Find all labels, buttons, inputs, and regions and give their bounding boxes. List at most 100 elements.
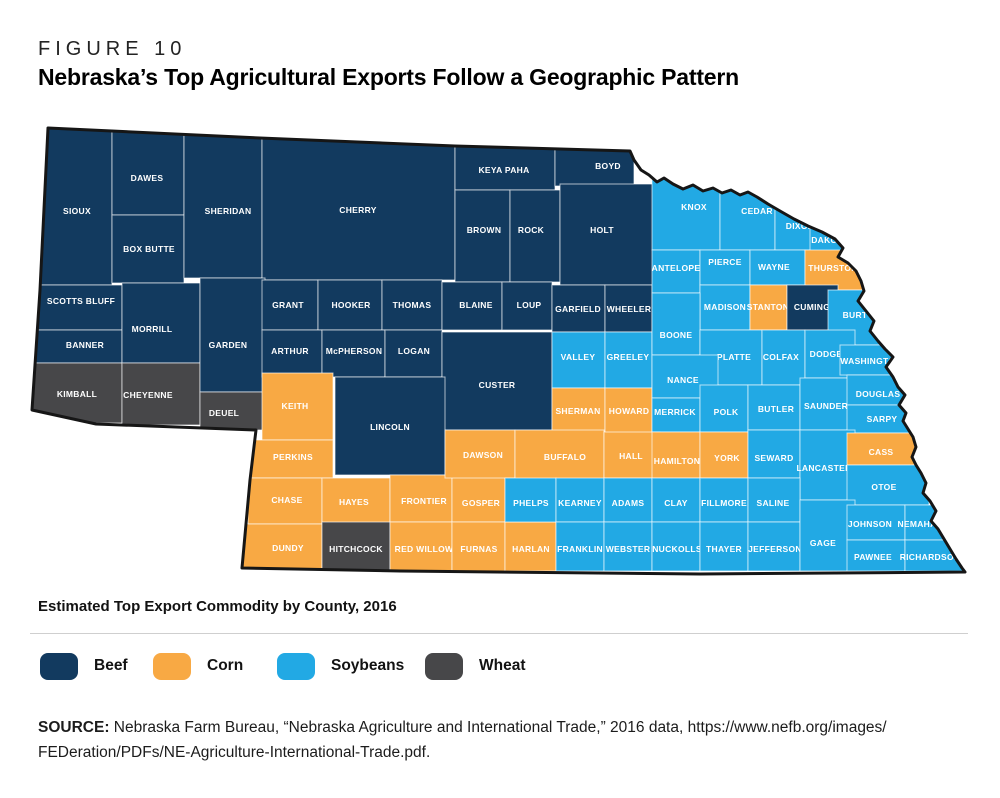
county-keith [261, 372, 334, 441]
county-richardson [904, 539, 965, 572]
county-blaine [441, 281, 503, 331]
county-hamilton [651, 431, 701, 479]
legend-label-wheat: Wheat [479, 657, 526, 674]
county-thomas [381, 279, 443, 331]
county-loup [501, 281, 553, 331]
legend-label-soybeans: Soybeans [331, 657, 405, 674]
legend-item-wheat: Wheat [425, 652, 526, 680]
county-grant [261, 279, 319, 331]
county-arthur [261, 329, 323, 378]
soybeans-swatch [277, 652, 315, 680]
source-text-line2: FEDeration/PDFs/NE-Agriculture-Internati… [38, 743, 431, 761]
wheat-swatch [425, 652, 463, 680]
county-greeley [604, 331, 653, 389]
county-cedar [719, 177, 776, 251]
county-franklin [555, 521, 605, 572]
legend-item-soybeans: Soybeans [277, 652, 404, 680]
county-hitchcock [321, 521, 391, 572]
figure-eyebrow: FIGURE 10 [38, 38, 187, 60]
county-garfield [551, 284, 606, 333]
county-wayne [749, 249, 806, 286]
county-boone [651, 292, 701, 356]
county-seward [747, 429, 801, 479]
county-cheyenne [121, 362, 201, 426]
county-harlan [504, 521, 557, 572]
county-pierce [699, 249, 751, 286]
county-chase [247, 477, 323, 525]
county-thayer [699, 521, 749, 572]
county-rock [509, 189, 561, 283]
legend: Beef Corn Soybeans Wheat [0, 652, 1000, 680]
source-text-line1: Nebraska Farm Bureau, “Nebraska Agricult… [109, 719, 887, 736]
county-kimball [32, 362, 123, 424]
county-custer [441, 331, 553, 431]
county-frontier [389, 474, 453, 523]
county-hooker [317, 279, 383, 331]
county-buffalo [514, 429, 605, 481]
county-gosper [451, 474, 506, 523]
county-dawes [111, 131, 185, 216]
county-webster [603, 521, 653, 572]
county-dakota [809, 221, 866, 253]
county-howard [604, 387, 653, 441]
county-pawnee [846, 539, 906, 572]
county-kearney [555, 477, 605, 523]
county-furnas [451, 521, 506, 572]
county-hayes [321, 477, 391, 525]
legend-item-corn: Corn [153, 652, 243, 680]
county-fillmore [699, 477, 749, 523]
county-red-willow [389, 521, 453, 572]
county-lincoln [334, 376, 446, 476]
county-sheridan [183, 134, 263, 279]
county-keya-paha [454, 142, 556, 191]
legend-label-beef: Beef [94, 657, 128, 674]
county-wheeler [604, 284, 653, 333]
county-phelps [504, 477, 557, 523]
county-brown [454, 189, 511, 283]
state-border [30, 126, 967, 576]
county-polk [699, 384, 749, 433]
county-sioux [35, 128, 113, 286]
county-deuel [199, 391, 266, 431]
legend-item-beef: Beef [40, 652, 128, 680]
county-cherry [261, 138, 456, 281]
county-dawson [444, 429, 516, 479]
county-clay [651, 477, 701, 523]
county-dundy [237, 523, 323, 571]
county-johnson [846, 504, 906, 541]
county-holt [559, 183, 656, 286]
county-scotts-bluff [33, 284, 123, 331]
county-gage [799, 499, 856, 572]
county-antelope [651, 249, 701, 294]
figure-title: Nebraska’s Top Agricultural Exports Foll… [38, 64, 739, 90]
county-box-butte [111, 214, 185, 284]
county-adams [603, 477, 653, 523]
county-saline [747, 477, 801, 523]
county-merrick [651, 397, 701, 433]
map-caption: Estimated Top Export Commodity by County… [38, 598, 397, 615]
county-stanton [749, 284, 788, 331]
county-nemaha [904, 504, 951, 541]
county-logan [384, 329, 443, 378]
county-hall [603, 431, 661, 479]
source-note: SOURCE: Nebraska Farm Bureau, “Nebraska … [38, 716, 973, 765]
county-valley [551, 331, 606, 389]
legend-label-corn: Corn [207, 657, 244, 674]
county-nuckolls [651, 521, 701, 572]
county-garden [199, 277, 266, 393]
divider-line [30, 633, 968, 634]
county-washington [839, 344, 906, 376]
county-york [699, 431, 749, 479]
corn-swatch [153, 652, 191, 680]
county-jefferson [747, 521, 801, 572]
county-colfax [761, 329, 806, 386]
county-morrill [121, 282, 201, 364]
county-perkins [249, 439, 334, 479]
county-otoe [846, 464, 930, 506]
county-butler [747, 384, 801, 431]
county-mcpherson [321, 329, 386, 378]
county-madison [699, 284, 751, 331]
county-cass [846, 432, 921, 466]
